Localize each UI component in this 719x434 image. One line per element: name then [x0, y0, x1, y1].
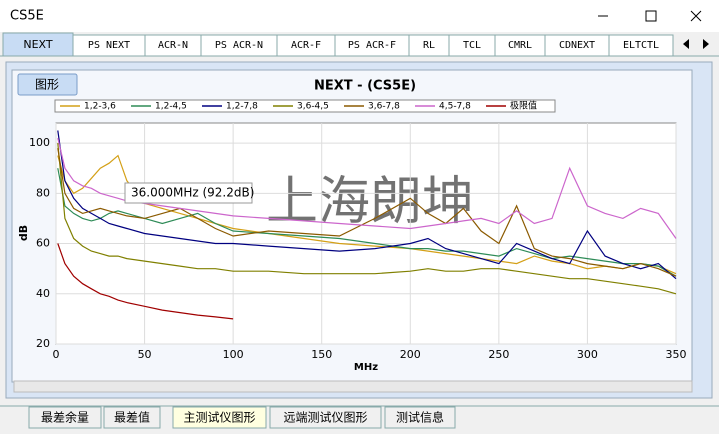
- chart-title: NEXT - (CS5E): [314, 79, 416, 94]
- tab-label: CDNEXT: [559, 40, 595, 51]
- tab-label: ELTCTL: [623, 40, 659, 51]
- x-tick-label: 250: [488, 348, 509, 361]
- watermark: 上海朗坤: [266, 172, 474, 232]
- legend-label: 1,2-4,5: [155, 102, 187, 112]
- legend-label: 1,2-7,8: [226, 102, 258, 112]
- tab-label: NEXT: [23, 38, 53, 51]
- tab-label: ACR-N: [158, 40, 188, 51]
- series-line: [57, 130, 677, 280]
- legend-label: 极限值: [510, 100, 537, 112]
- series-line: [57, 143, 677, 295]
- tooltip: 36.000MHz (92.2dB): [131, 186, 254, 200]
- x-tick-label: 100: [223, 348, 244, 361]
- bottom-tab-label: 最差值: [114, 410, 150, 425]
- x-tick-label: 300: [577, 348, 598, 361]
- close[interactable]: [690, 10, 702, 22]
- bottom-tab-label: 最差余量: [41, 410, 89, 425]
- bottom-tab[interactable]: [103, 406, 161, 429]
- tab-label: ACR-F: [291, 40, 321, 51]
- legend-label: 1,2-3,6: [84, 102, 116, 112]
- y-tick-label: 20: [36, 337, 50, 350]
- series-line: [57, 137, 677, 239]
- bottom-tab-label: 主测试仪图形: [183, 410, 255, 425]
- legend-label: 3,6-4,5: [297, 102, 329, 112]
- tab[interactable]: [608, 34, 674, 57]
- tab-label: CMRL: [508, 40, 532, 51]
- y-tick-label: 100: [29, 136, 50, 149]
- x-tick-label: 200: [400, 348, 421, 361]
- tab-scroll[interactable]: [683, 39, 709, 49]
- x-tick-label: 0: [53, 348, 60, 361]
- series-line: [57, 243, 234, 320]
- tab-label: PS ACR-F: [348, 40, 396, 51]
- bottom-tab[interactable]: [172, 406, 267, 429]
- tab-label: PS NEXT: [88, 40, 130, 51]
- y-axis-label: dB: [17, 225, 30, 241]
- legend-label: 3,6-7,8: [368, 102, 400, 112]
- x-tick-label: 350: [666, 348, 687, 361]
- tab-label: RL: [423, 40, 435, 51]
- bottom-tab-label: 远端测试仪图形: [283, 410, 367, 425]
- graph-button[interactable]: [17, 73, 78, 96]
- graph-button-label: 图形: [35, 78, 59, 92]
- x-tick-label: 150: [311, 348, 332, 361]
- title-bar: [0, 0, 719, 32]
- bottom-tab-label: 测试信息: [396, 410, 444, 425]
- bottom-tab[interactable]: [269, 406, 382, 429]
- bottom-tab[interactable]: [384, 406, 456, 429]
- y-tick-label: 60: [36, 237, 50, 250]
- plot-area: [55, 122, 677, 345]
- scrollbar[interactable]: [13, 380, 693, 393]
- x-axis-label: MHz: [354, 362, 378, 373]
- plot: 20 40 60 80 100 0 50 100 150 200 250 300 350: [29, 123, 687, 361]
- legend: [54, 99, 556, 113]
- maximize[interactable]: [645, 10, 657, 22]
- tab-label: PS ACR-N: [215, 40, 263, 51]
- bottom-tab[interactable]: [28, 406, 102, 429]
- tooltip-box: [124, 182, 253, 204]
- y-tick-label: 80: [36, 186, 50, 199]
- tab-label: TCL: [463, 40, 481, 51]
- legend-label: 4,5-7,8: [439, 102, 471, 112]
- series-line: [57, 168, 677, 277]
- y-tick-label: 40: [36, 287, 50, 300]
- series-line: [57, 148, 677, 277]
- series-line: [57, 154, 677, 275]
- x-tick-label: 50: [138, 348, 152, 361]
- window-title: CS5E: [10, 9, 44, 24]
